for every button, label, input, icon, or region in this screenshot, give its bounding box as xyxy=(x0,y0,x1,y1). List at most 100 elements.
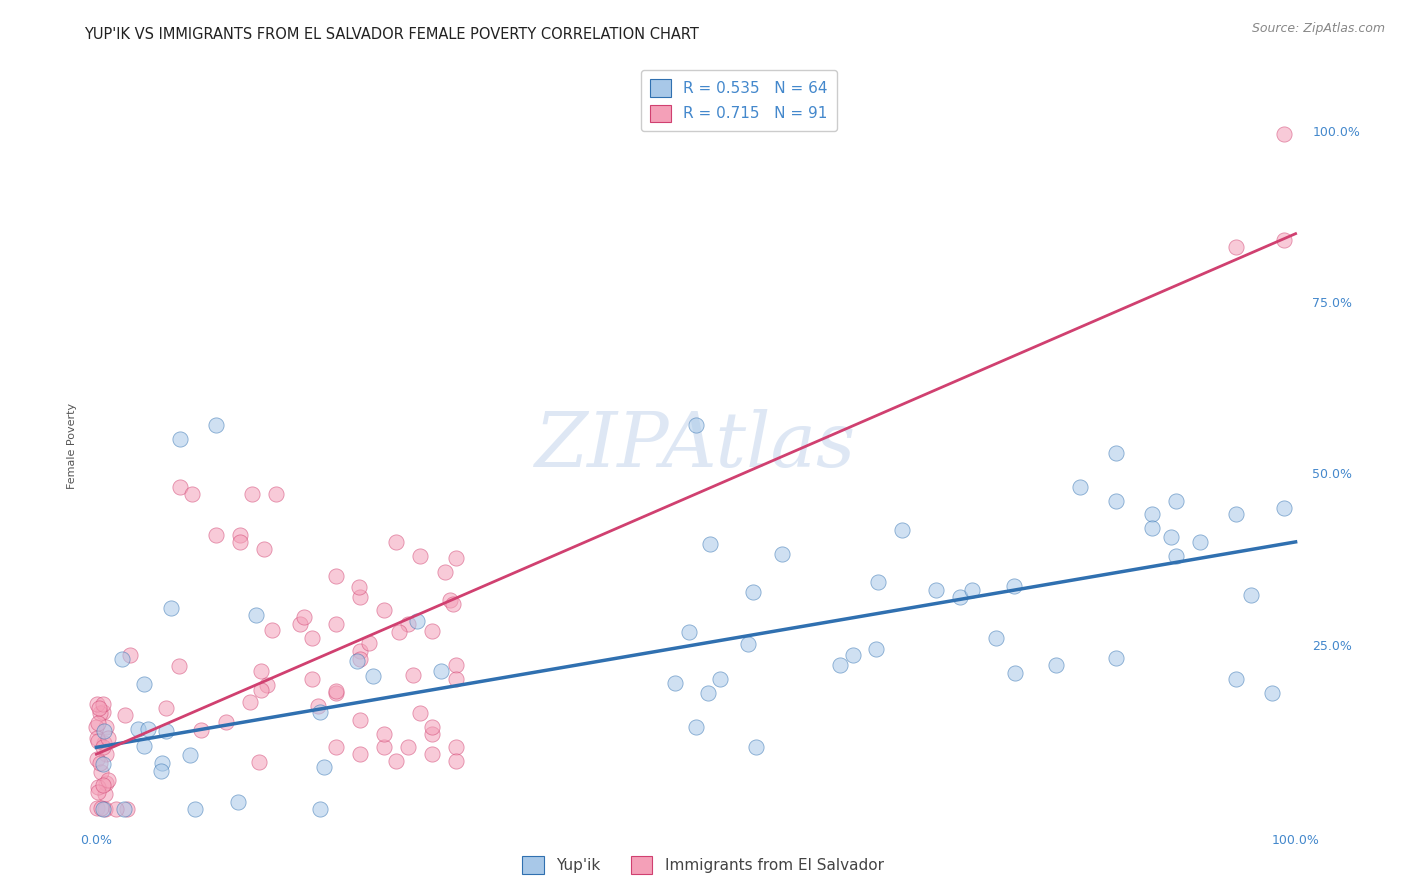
Text: YUP'IK VS IMMIGRANTS FROM EL SALVADOR FEMALE POVERTY CORRELATION CHART: YUP'IK VS IMMIGRANTS FROM EL SALVADOR FE… xyxy=(84,27,699,42)
Point xyxy=(93,802,115,816)
Point xyxy=(1160,530,1182,544)
Point xyxy=(385,754,408,768)
Point xyxy=(405,614,427,628)
Point xyxy=(94,788,117,802)
Point xyxy=(167,658,190,673)
Point xyxy=(290,617,312,632)
Point xyxy=(250,683,273,698)
Point xyxy=(866,575,889,590)
Point xyxy=(239,695,262,709)
Point xyxy=(155,700,177,714)
Point xyxy=(349,590,371,604)
Point xyxy=(685,418,707,433)
Point xyxy=(699,537,721,551)
Point xyxy=(264,487,287,501)
Point xyxy=(347,581,370,595)
Point xyxy=(96,776,118,790)
Y-axis label: Female Poverty: Female Poverty xyxy=(67,403,77,489)
Point xyxy=(136,722,159,736)
Point xyxy=(1272,233,1295,247)
Point xyxy=(86,752,108,766)
Point xyxy=(325,569,347,583)
Point xyxy=(229,528,252,542)
Point xyxy=(89,756,111,771)
Point xyxy=(190,723,212,738)
Point xyxy=(678,624,700,639)
Point xyxy=(696,686,718,700)
Point xyxy=(960,582,983,597)
Point xyxy=(434,566,457,580)
Point xyxy=(91,739,114,754)
Point xyxy=(1272,128,1295,142)
Point xyxy=(361,669,384,683)
Point xyxy=(301,672,323,686)
Point xyxy=(1164,549,1187,563)
Point xyxy=(86,697,108,711)
Point xyxy=(229,535,252,549)
Point xyxy=(90,764,112,779)
Point xyxy=(97,772,120,787)
Point xyxy=(149,764,172,779)
Point xyxy=(325,617,347,632)
Point xyxy=(664,676,686,690)
Point xyxy=(111,652,134,666)
Point xyxy=(86,720,108,734)
Point xyxy=(420,726,443,740)
Point xyxy=(105,802,128,816)
Point xyxy=(150,756,173,771)
Point xyxy=(93,724,115,739)
Point xyxy=(1140,508,1163,522)
Point xyxy=(134,739,156,753)
Point xyxy=(420,720,443,734)
Point xyxy=(373,740,395,755)
Point xyxy=(91,756,114,771)
Point xyxy=(737,637,759,651)
Point xyxy=(1188,535,1211,549)
Point xyxy=(86,801,108,815)
Point xyxy=(444,658,467,673)
Point xyxy=(388,625,411,640)
Point xyxy=(439,593,461,607)
Point xyxy=(87,780,110,794)
Point xyxy=(1260,685,1282,699)
Legend: Yup'ik, Immigrants from El Salvador: Yup'ik, Immigrants from El Salvador xyxy=(516,850,890,880)
Point xyxy=(409,549,432,563)
Point xyxy=(409,706,432,720)
Point xyxy=(325,685,347,699)
Point xyxy=(1225,240,1247,254)
Point xyxy=(841,648,863,663)
Point xyxy=(183,802,205,816)
Point xyxy=(1240,589,1263,603)
Point xyxy=(181,487,204,501)
Point xyxy=(307,699,329,714)
Point xyxy=(828,658,851,673)
Point xyxy=(373,726,395,740)
Point xyxy=(127,722,149,736)
Point xyxy=(420,624,443,638)
Point xyxy=(441,597,464,611)
Point xyxy=(1225,508,1247,522)
Point xyxy=(93,698,115,712)
Point xyxy=(891,523,914,537)
Point xyxy=(444,740,467,755)
Point xyxy=(292,610,315,624)
Point xyxy=(245,608,267,623)
Point xyxy=(444,672,467,686)
Point xyxy=(1225,672,1247,686)
Point xyxy=(685,720,707,734)
Point xyxy=(114,708,136,723)
Point xyxy=(309,705,332,719)
Point xyxy=(312,760,335,774)
Point xyxy=(357,636,380,650)
Point xyxy=(301,631,323,645)
Point xyxy=(240,487,263,501)
Point xyxy=(226,795,249,809)
Point xyxy=(349,644,371,658)
Point xyxy=(179,747,201,762)
Point xyxy=(1002,579,1025,593)
Point xyxy=(373,603,395,617)
Point xyxy=(1140,521,1163,535)
Point xyxy=(349,747,371,762)
Point xyxy=(91,705,114,719)
Text: ZIPAtlas: ZIPAtlas xyxy=(536,409,856,483)
